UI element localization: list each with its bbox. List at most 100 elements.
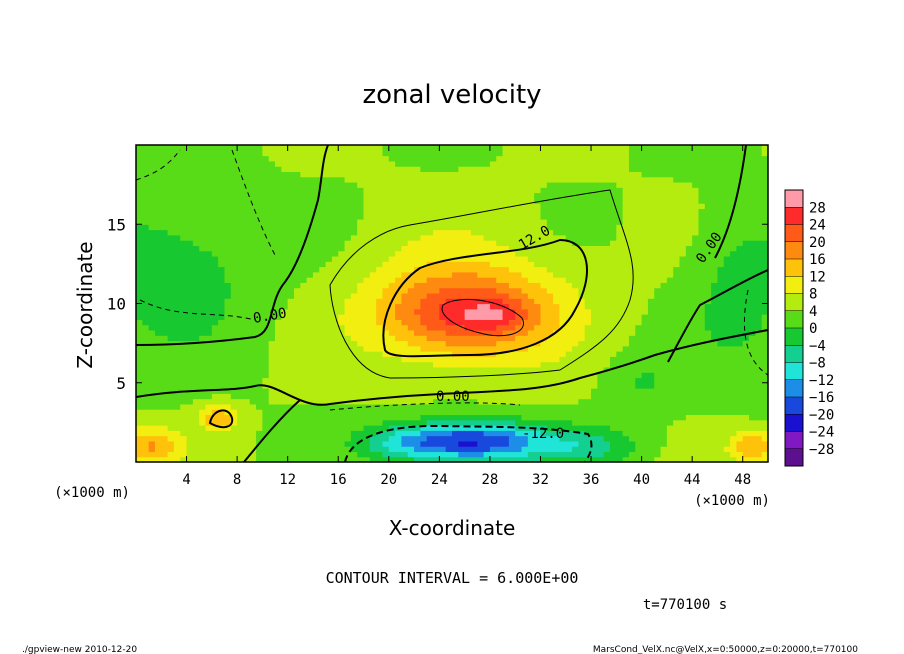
heat-cell — [439, 197, 447, 204]
heat-cell — [641, 298, 649, 305]
heat-cell — [540, 435, 548, 442]
heat-cell — [243, 224, 251, 231]
heat-cell — [597, 208, 605, 215]
heat-cell — [186, 197, 194, 204]
heat-cell — [243, 187, 251, 194]
heat-cell — [388, 382, 396, 389]
heat-cell — [477, 166, 485, 173]
heat-cell — [395, 298, 403, 305]
heat-cell — [534, 261, 542, 268]
heat-cell — [262, 240, 270, 246]
heat-cell — [369, 329, 377, 336]
heat-cell — [553, 446, 561, 453]
heat-cell — [243, 308, 251, 315]
heat-cell — [628, 451, 636, 458]
heat-cell — [136, 430, 143, 437]
heat-cell — [224, 266, 232, 273]
heat-cell — [407, 181, 415, 188]
heat-cell — [647, 266, 655, 273]
heat-cell — [319, 240, 327, 246]
heat-cell — [603, 298, 611, 305]
heat-cell — [647, 277, 655, 283]
heat-cell — [237, 208, 245, 215]
heat-cell — [199, 409, 207, 416]
heat-cell — [325, 398, 333, 405]
heat-cell — [275, 324, 282, 331]
heat-cell — [616, 171, 624, 178]
heat-cell — [243, 356, 251, 363]
heat-cell — [477, 308, 485, 315]
heat-cell — [294, 335, 301, 342]
heat-cell — [369, 176, 377, 183]
heat-cell — [350, 213, 358, 220]
heat-cell — [218, 266, 226, 273]
heat-cell — [477, 245, 485, 252]
heat-cell — [559, 282, 567, 289]
heat-cell — [331, 197, 339, 204]
heat-cell — [407, 356, 415, 363]
heat-cell — [281, 218, 289, 225]
heat-cell — [578, 224, 586, 231]
heat-cell — [300, 271, 308, 278]
heat-cell — [452, 382, 459, 389]
heat-cell — [230, 324, 238, 331]
heat-cell — [527, 187, 535, 194]
heat-cell — [331, 160, 339, 167]
heat-cell — [154, 456, 162, 462]
heat-cell — [199, 245, 207, 252]
heat-cell — [300, 208, 308, 215]
heat-cell — [211, 255, 219, 262]
heat-cell — [167, 292, 175, 299]
heat-cell — [591, 419, 598, 426]
heat-cell — [534, 218, 542, 225]
heat-cell — [268, 372, 276, 379]
heat-cell — [597, 430, 605, 437]
heat-cell — [565, 308, 573, 315]
heat-cell — [458, 419, 466, 426]
heat-cell — [281, 419, 289, 426]
heat-cell — [211, 150, 219, 157]
heat-cell — [218, 160, 226, 167]
heat-cell — [218, 393, 226, 400]
heat-cell — [268, 403, 276, 410]
heat-cell — [477, 340, 485, 347]
heat-cell — [635, 298, 643, 305]
heat-cell — [565, 213, 573, 220]
heat-cell — [527, 403, 535, 410]
heat-cell — [376, 197, 384, 204]
heat-cell — [287, 192, 295, 199]
heat-cell — [572, 287, 579, 294]
heat-cell — [142, 308, 150, 315]
heat-cell — [281, 203, 289, 209]
heat-cell — [458, 340, 466, 347]
heat-cell — [470, 446, 478, 453]
heat-cell — [572, 166, 579, 173]
heat-cell — [363, 197, 371, 204]
heat-cell — [281, 155, 289, 162]
heat-cell — [433, 150, 440, 157]
heat-cell — [470, 229, 478, 236]
heat-cell — [572, 425, 579, 431]
heat-cell — [281, 229, 289, 236]
heat-cell — [628, 356, 636, 363]
heat-cell — [287, 213, 295, 220]
heat-cell — [647, 419, 655, 426]
heat-cell — [173, 160, 181, 167]
heat-cell — [338, 329, 346, 336]
heat-cell — [635, 398, 643, 405]
heat-cell — [426, 271, 434, 278]
heat-cell — [489, 282, 497, 289]
heat-cell — [224, 456, 232, 462]
heat-cell — [275, 425, 282, 431]
heat-cell — [414, 261, 421, 268]
heat-cell — [173, 356, 181, 363]
heat-cell — [445, 451, 453, 458]
heat-cell — [382, 324, 390, 331]
heat-cell — [515, 255, 523, 262]
heat-cell — [483, 314, 491, 320]
heat-cell — [540, 335, 548, 342]
heat-cell — [654, 171, 662, 178]
heat-cell — [578, 197, 586, 204]
heat-cell — [622, 234, 630, 241]
heat-cell — [401, 319, 409, 326]
